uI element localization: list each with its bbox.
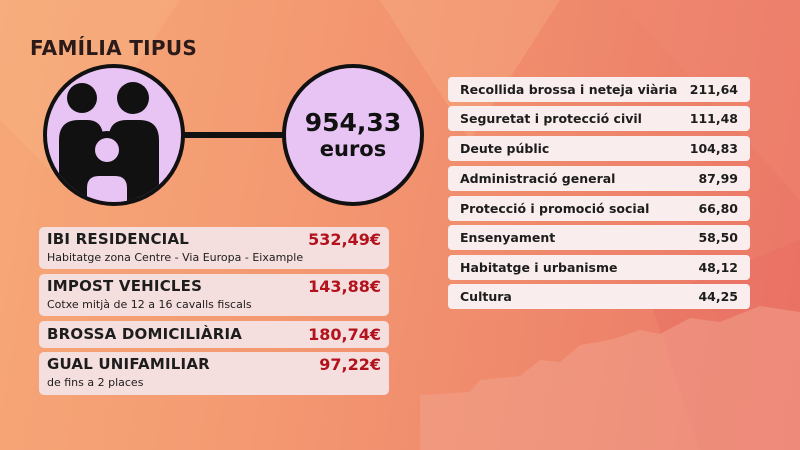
tax-description: Habitatge zona Centre - Via Europa - Eix…	[47, 251, 304, 264]
total-amount: 954,33	[304, 108, 402, 137]
budget-row: Cultura 44,25	[448, 284, 750, 309]
family-illustration	[43, 64, 185, 206]
tax-amount: 143,88€	[308, 277, 381, 296]
budget-value: 44,25	[698, 289, 738, 304]
budget-label: Administració general	[460, 171, 616, 186]
budget-row: Deute públic 104,83	[448, 136, 750, 161]
budget-label: Habitatge i urbanisme	[460, 260, 618, 275]
budget-label: Protecció i promoció social	[460, 201, 650, 216]
budget-label: Deute públic	[460, 141, 550, 156]
budget-row: Habitatge i urbanisme 48,12	[448, 255, 750, 280]
budget-value: 104,83	[689, 141, 738, 156]
tax-description: de fins a 2 places	[47, 376, 144, 389]
tax-amount: 97,22€	[319, 355, 381, 374]
budget-value: 87,99	[698, 171, 738, 186]
budget-row: Seguretat i protecció civil 111,48	[448, 106, 750, 131]
connector-line	[184, 132, 286, 138]
budget-row: Recollida brossa i neteja viària 211,64	[448, 77, 750, 102]
tax-card-vehicles: IMPOST VEHICLES 143,88€ Cotxe mitjà de 1…	[39, 274, 389, 316]
budget-label: Cultura	[460, 289, 512, 304]
budget-value: 211,64	[689, 82, 738, 97]
tax-card-ibi: IBI RESIDENCIAL 532,49€ Habitatge zona C…	[39, 227, 389, 269]
budget-value: 66,80	[698, 201, 738, 216]
budget-label: Ensenyament	[460, 230, 556, 245]
tax-card-brossa: BROSSA DOMICILIÀRIA 180,74€	[39, 321, 389, 348]
budget-label: Recollida brossa i neteja viària	[460, 82, 678, 97]
tax-description: Cotxe mitjà de 12 a 16 cavalls fiscals	[47, 298, 252, 311]
family-icon	[59, 82, 159, 202]
budget-row: Ensenyament 58,50	[448, 225, 750, 250]
budget-value: 58,50	[698, 230, 738, 245]
budget-row: Protecció i promoció social 66,80	[448, 196, 750, 221]
budget-label: Seguretat i protecció civil	[460, 111, 642, 126]
tax-amount: 532,49€	[308, 230, 381, 249]
tax-name: IBI RESIDENCIAL	[47, 230, 190, 248]
budget-value: 48,12	[698, 260, 738, 275]
tax-name: GUAL UNIFAMILIAR	[47, 355, 210, 373]
tax-name: BROSSA DOMICILIÀRIA	[47, 325, 243, 343]
total-badge: 954,33 euros	[282, 64, 424, 206]
tax-card-gual: GUAL UNIFAMILIAR 97,22€ de fins a 2 plac…	[39, 352, 389, 395]
total-unit: euros	[319, 137, 387, 161]
budget-row: Administració general 87,99	[448, 166, 750, 191]
tax-name: IMPOST VEHICLES	[47, 277, 203, 295]
budget-value: 111,48	[689, 111, 738, 126]
tax-amount: 180,74€	[308, 325, 381, 344]
page-title: FAMÍLIA TIPUS	[30, 36, 198, 60]
